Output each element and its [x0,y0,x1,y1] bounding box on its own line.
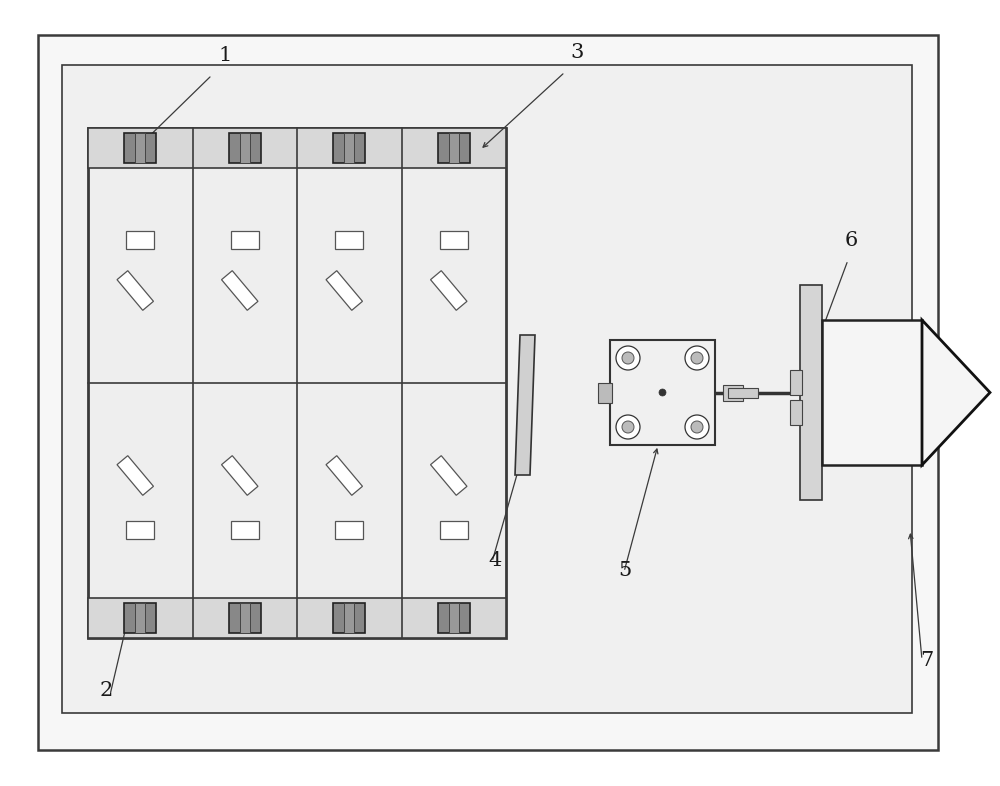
Bar [598,383,612,402]
Bar [335,230,363,248]
Circle shape [616,415,640,439]
Bar [822,320,922,465]
Bar [88,598,506,638]
Bar [800,285,822,500]
Polygon shape [117,456,153,495]
Bar [449,133,459,163]
Polygon shape [326,456,362,495]
Circle shape [616,346,640,370]
Text: 2: 2 [100,681,113,700]
Text: 3: 3 [570,43,583,62]
Bar [790,370,802,395]
Bar [88,128,506,638]
Circle shape [622,352,634,364]
Bar [126,520,154,538]
Bar [333,603,365,633]
Text: 1: 1 [218,46,231,65]
Polygon shape [431,270,467,310]
Circle shape [691,421,703,433]
Bar [333,133,365,163]
Circle shape [685,415,709,439]
Polygon shape [222,456,258,495]
Bar [344,133,354,163]
Bar [728,387,758,398]
Text: 7: 7 [920,651,933,670]
Circle shape [622,421,634,433]
Bar [440,520,468,538]
Text: 6: 6 [845,231,858,250]
Polygon shape [431,456,467,495]
Text: 4: 4 [488,551,501,570]
Bar [723,384,743,401]
Circle shape [659,389,666,396]
Bar [790,400,802,425]
Polygon shape [515,335,535,475]
Bar [126,230,154,248]
Bar [124,133,156,163]
Bar [231,520,259,538]
Bar [135,603,145,633]
Bar [440,230,468,248]
Polygon shape [222,270,258,310]
Text: 5: 5 [618,561,631,580]
Bar [449,603,459,633]
Polygon shape [922,320,990,465]
Bar [231,230,259,248]
Bar [62,65,912,713]
Bar [335,520,363,538]
Bar [240,133,250,163]
Circle shape [685,346,709,370]
Bar [88,128,506,168]
Polygon shape [326,270,362,310]
Bar [344,603,354,633]
Bar [229,133,261,163]
Bar [438,133,470,163]
Bar [229,603,261,633]
Bar [135,133,145,163]
Circle shape [691,352,703,364]
Bar [124,603,156,633]
Bar [610,340,715,445]
Bar [438,603,470,633]
Bar [240,603,250,633]
Polygon shape [117,270,153,310]
